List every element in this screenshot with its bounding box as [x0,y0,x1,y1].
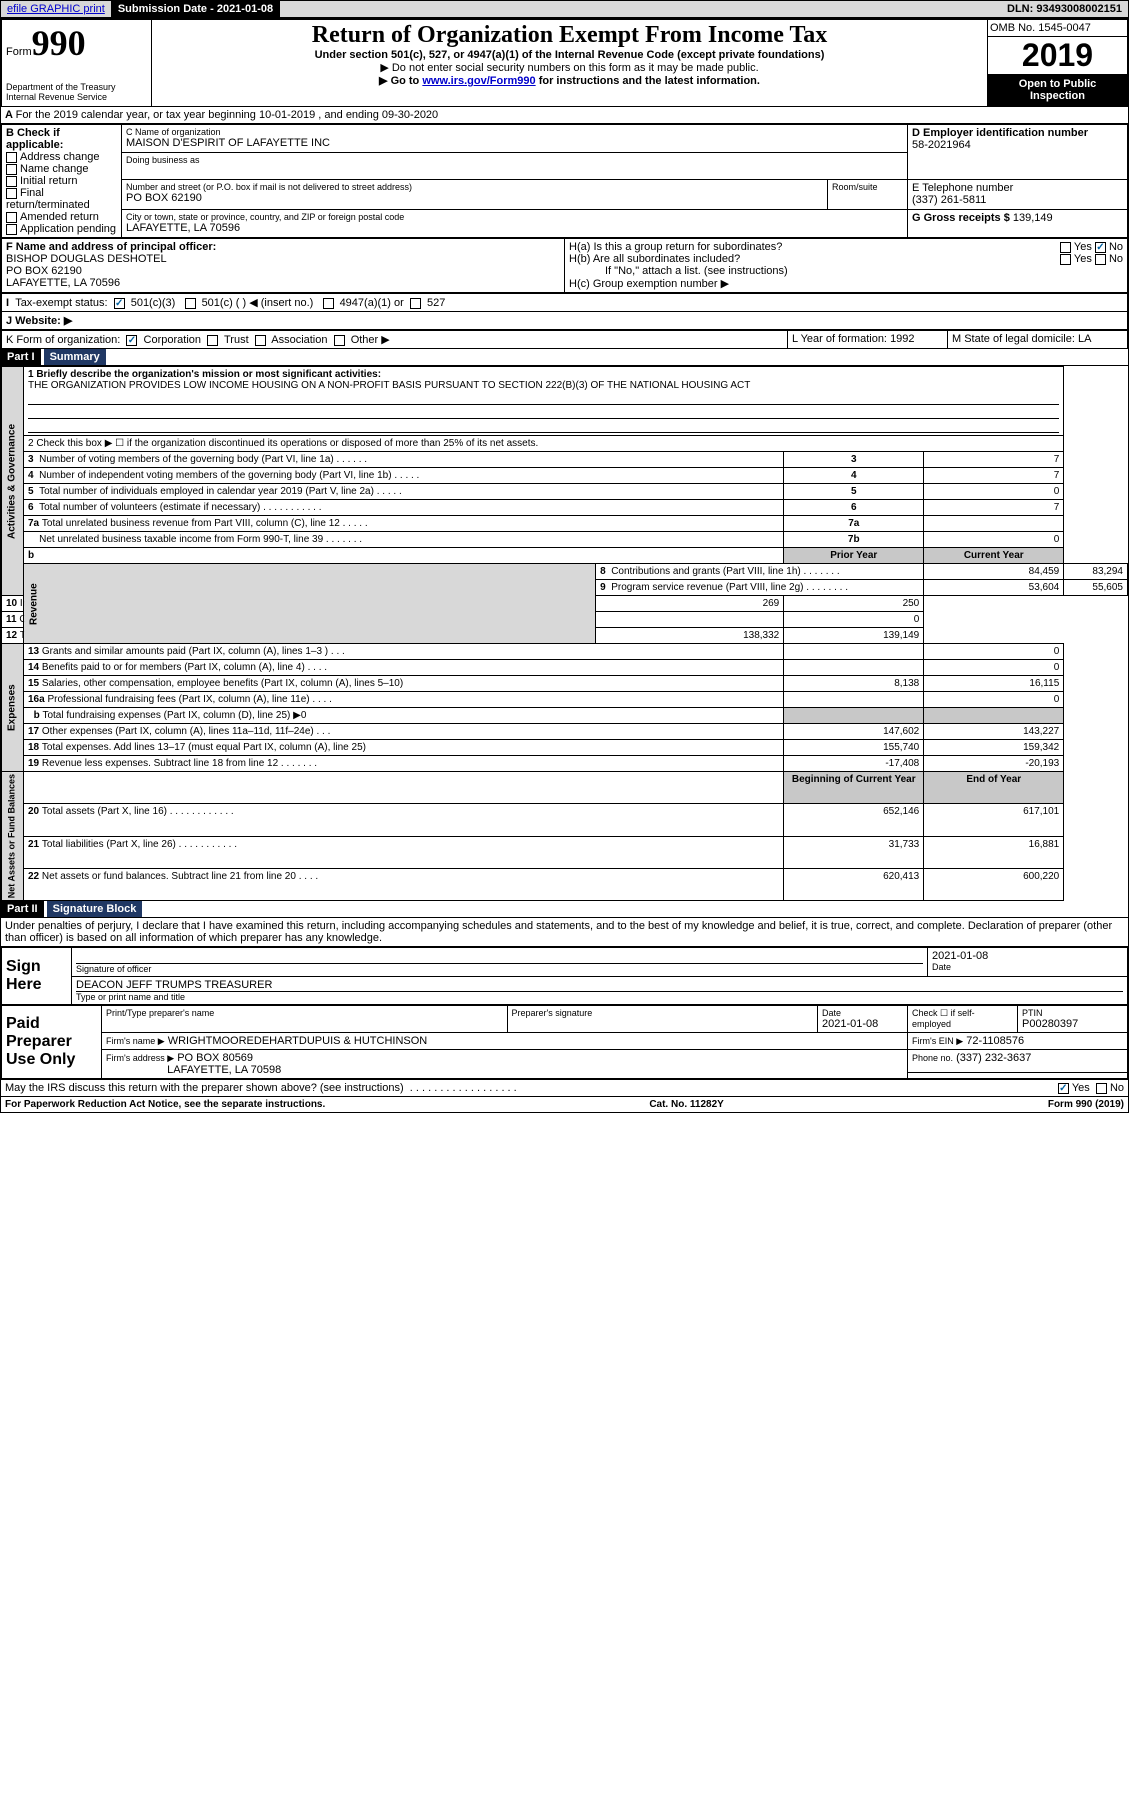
hb-note: If "No," attach a list. (see instruction… [569,265,1123,277]
ha-row: H(a) Is this a group return for subordin… [569,241,1123,253]
firm-name: WRIGHTMOOREDEHARTDUPUIS & HUTCHINSON [168,1035,428,1047]
subtitle-1: Under section 501(c), 527, or 4947(a)(1)… [156,49,983,61]
org-name: MAISON D'ESPIRIT OF LAFAYETTE INC [126,137,903,149]
subtitle-3: ▶ Go to www.irs.gov/Form990 for instruct… [156,74,983,87]
discuss-row: May the IRS discuss this return with the… [1,1079,1128,1096]
g-label: G Gross receipts $ [912,212,1010,224]
subtitle-2: ▶ Do not enter social security numbers o… [156,61,983,74]
col-begin: Beginning of Current Year [784,772,924,804]
submission-date: Submission Date - 2021-01-08 [112,1,280,17]
discuss-no[interactable] [1096,1083,1107,1094]
label-netassets: Net Assets or Fund Balances [2,772,24,901]
paid-preparer-block: Paid Preparer Use Only Print/Type prepar… [1,1005,1128,1079]
col-current: Current Year [924,548,1064,564]
part1-title: Summary [44,349,106,365]
f-label: F Name and address of principal officer: [6,241,560,253]
city: LAFAYETTE, LA 70596 [126,222,903,234]
b-opt[interactable]: Name change [6,163,117,175]
c-name-label: C Name of organization [126,127,903,137]
f-h-block: F Name and address of principal officer:… [1,238,1128,293]
footer-mid: Cat. No. 11282Y [649,1099,723,1110]
irs-link[interactable]: www.irs.gov/Form990 [422,75,535,87]
room-label: Room/suite [832,182,903,192]
form-header: Form990 Department of the Treasury Inter… [1,19,1128,107]
form-number: 990 [32,23,86,63]
paid-preparer: Paid Preparer Use Only [2,1006,102,1079]
j-label: J Website: ▶ [6,315,72,327]
form-label: Form [6,46,32,58]
b-label: B Check if applicable: [6,127,117,151]
dln: DLN: 93493008002151 [1001,1,1128,17]
k-label: K Form of organization: [6,334,120,346]
sign-here-block: Sign Here Signature of officer 2021-01-0… [1,947,1128,1005]
col-prior: Prior Year [784,548,924,564]
status-501c3[interactable] [114,298,125,309]
label-governance: Activities & Governance [2,367,24,596]
firm-ein: 72-1108576 [966,1035,1024,1047]
discuss-yes[interactable] [1058,1083,1069,1094]
ein: 58-2021964 [912,139,1123,151]
line2: 2 Check this box ▶ ☐ if the organization… [24,436,1064,452]
line-a: A For the 2019 calendar year, or tax yea… [1,107,1128,124]
phone: (337) 261-5811 [912,194,1123,206]
officer-printed: DEACON JEFF TRUMPS TREASURER [76,979,1123,991]
officer-name: BISHOP DOUGLAS DESHOTEL [6,253,560,265]
footer-right: Form 990 (2019) [1048,1099,1124,1110]
b-opt[interactable]: Initial return [6,175,117,187]
officer-street: PO BOX 62190 [6,265,560,277]
d-label: D Employer identification number [912,127,1123,139]
sig-date: 2021-01-08 [932,950,1123,962]
label-expenses: Expenses [2,644,24,772]
sig-officer-label: Signature of officer [76,964,923,974]
b-opt[interactable]: Amended return [6,211,117,223]
part1-header: Part I [1,349,41,365]
b-opt[interactable]: Application pending [6,223,117,235]
efile-link[interactable]: efile GRAPHIC print [1,1,112,17]
sign-here: Sign Here [2,948,72,1005]
tax-year: 2019 [1022,37,1093,73]
form-title: Return of Organization Exempt From Incom… [156,22,983,49]
part1-table: Activities & Governance 1 Briefly descri… [1,366,1128,901]
i-j-block: I Tax-exempt status: 501(c)(3) 501(c) ( … [1,293,1128,330]
label-revenue: Revenue [24,564,596,644]
ptin: P00280397 [1022,1018,1123,1030]
omb: OMB No. 1545-0047 [988,20,1127,37]
b-opt[interactable]: Address change [6,151,117,163]
identity-block: B Check if applicable: Address change Na… [1,124,1128,238]
city-label: City or town, state or province, country… [126,212,903,222]
hb-row: H(b) Are all subordinates included? Yes … [569,253,1123,265]
declaration: Under penalties of perjury, I declare th… [1,918,1128,947]
col-end: End of Year [924,772,1064,804]
preparer-phone: (337) 232-3637 [956,1052,1031,1064]
b-opt[interactable]: Final return/terminated [6,187,117,211]
dept-treasury: Department of the Treasury Internal Reve… [6,82,147,102]
officer-city: LAFAYETTE, LA 70596 [6,277,560,289]
mission-text: THE ORGANIZATION PROVIDES LOW INCOME HOU… [28,380,1059,391]
street: PO BOX 62190 [126,192,823,204]
dba-label: Doing business as [126,155,903,165]
part2-title: Signature Block [47,901,143,917]
e-label: E Telephone number [912,182,1123,194]
gross-receipts: 139,149 [1013,212,1053,224]
line1-label: 1 Briefly describe the organization's mi… [28,369,1059,380]
street-label: Number and street (or P.O. box if mail i… [126,182,823,192]
hc-row: H(c) Group exemption number ▶ [569,277,1123,290]
top-bar: efile GRAPHIC print Submission Date - 20… [0,0,1129,18]
year-formation: 1992 [890,333,914,345]
part2-header: Part II [1,901,44,917]
domicile: LA [1078,333,1091,345]
k-l-m-block: K Form of organization: Corporation Trus… [1,330,1128,349]
open-public: Open to Public Inspection [988,74,1127,106]
footer-left: For Paperwork Reduction Act Notice, see … [5,1099,325,1110]
